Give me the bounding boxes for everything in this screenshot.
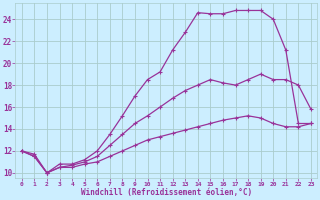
X-axis label: Windchill (Refroidissement éolien,°C): Windchill (Refroidissement éolien,°C): [81, 188, 252, 197]
